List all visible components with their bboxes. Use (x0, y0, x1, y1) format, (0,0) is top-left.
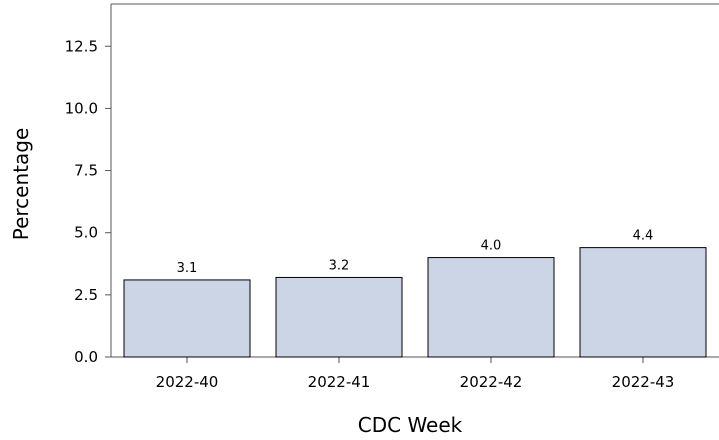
y-tick-label: 7.5 (74, 162, 98, 180)
x-axis-title: CDC Week (358, 413, 463, 437)
bar-value-label: 3.1 (177, 261, 198, 276)
y-tick-label: 2.5 (74, 286, 98, 304)
y-axis-title: Percentage (9, 128, 33, 241)
data-labels: 3.1 3.2 4.0 4.4 (177, 229, 654, 276)
x-tick-label: 2022-43 (612, 373, 675, 391)
y-tick-label: 12.5 (65, 37, 98, 55)
bars (123, 247, 707, 358)
bar-value-label: 4.4 (633, 229, 654, 244)
bar (275, 276, 403, 358)
x-tick-label: 2022-40 (156, 373, 219, 391)
bar (427, 257, 555, 358)
x-tick-label: 2022-41 (308, 373, 371, 391)
bar (123, 279, 251, 358)
x-tick-label: 2022-42 (460, 373, 523, 391)
y-tick-label: 5.0 (74, 224, 98, 242)
bar-value-label: 3.2 (329, 258, 350, 273)
bar (579, 247, 707, 358)
y-tick-label: 10.0 (65, 99, 98, 117)
y-tick-label: 0.0 (74, 348, 98, 366)
bar-value-label: 4.0 (481, 239, 502, 254)
x-axis: 2022-40 2022-41 2022-42 2022-43 (156, 357, 675, 391)
y-axis: 0.0 2.5 5.0 7.5 10.0 12.5 (65, 37, 111, 366)
